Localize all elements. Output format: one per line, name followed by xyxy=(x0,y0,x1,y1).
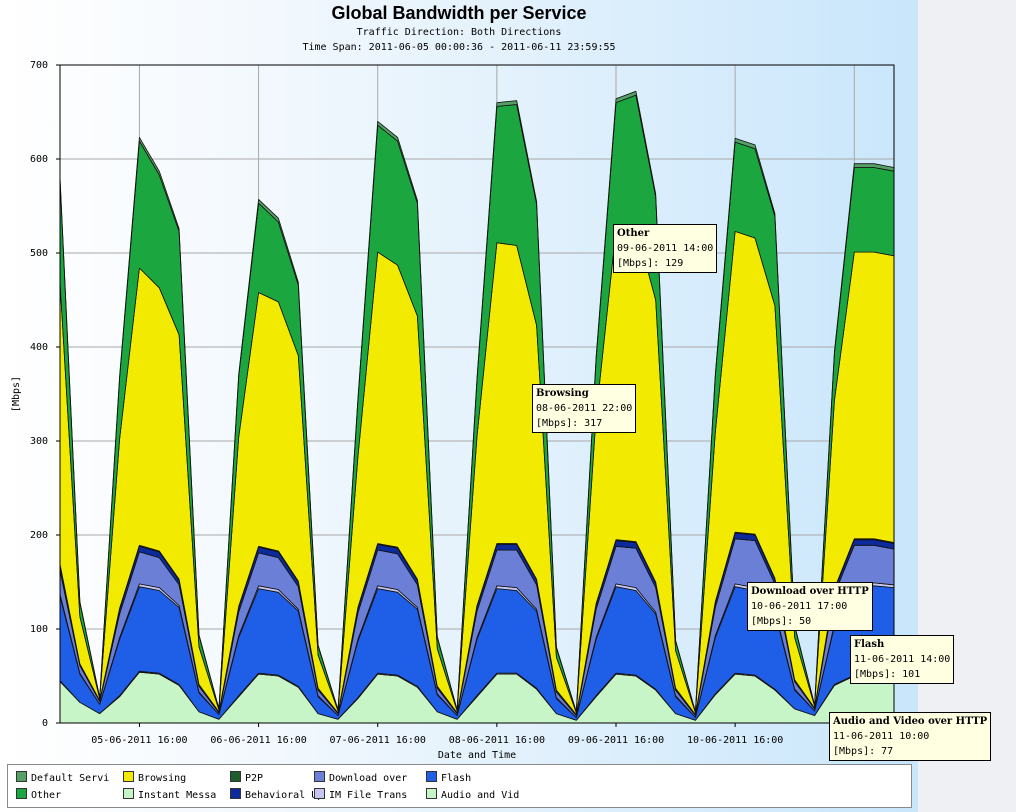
legend-label: Download over xyxy=(329,773,408,784)
tooltip-title: Flash xyxy=(854,639,885,650)
x-axis: 05-06-2011 16:00 06-06-2011 16:00 07-06-20… xyxy=(91,723,863,746)
tooltip-value: [Mbps]: 77 xyxy=(833,746,894,757)
legend-label: Browsing xyxy=(138,773,187,784)
legend-label: Other xyxy=(31,790,62,801)
tooltip-audio-video-http: Audio and Video over HTTP 11-06-2011 10:… xyxy=(829,712,992,761)
legend-item: Behavioral Up xyxy=(230,788,323,803)
legend-label: P2P xyxy=(245,773,264,784)
chart-subtitle: Traffic Direction: Both Directions xyxy=(356,27,562,38)
chart-time-span: Time Span: 2011-06-05 00:00:36 - 2011-06… xyxy=(302,42,616,53)
tooltip-download-http: Download over HTTP 10-06-2011 17:00 [Mbp… xyxy=(747,582,873,631)
legend-swatch xyxy=(16,788,27,799)
y-tick-label: 200 xyxy=(30,530,48,541)
x-tick-label: 07-06-2011 16:00 xyxy=(330,735,426,746)
legend-item: Instant Messa xyxy=(123,788,216,803)
x-tick-label: 06-06-2011 16:00 xyxy=(210,735,306,746)
tooltip-other: Other 09-06-2011 14:00 [Mbps]: 129 xyxy=(613,224,718,273)
tooltip-date: 08-06-2011 22:00 xyxy=(536,403,633,414)
x-tick-label: 05-06-2011 16:00 xyxy=(91,735,187,746)
legend-swatch xyxy=(314,788,325,799)
legend-label: Flash xyxy=(441,773,472,784)
legend-swatch xyxy=(230,771,241,782)
x-axis-title: Date and Time xyxy=(438,750,516,761)
tooltip-title: Audio and Video over HTTP xyxy=(833,716,988,727)
legend-item: P2P xyxy=(230,771,263,786)
tooltip-date: 09-06-2011 14:00 xyxy=(617,243,714,254)
legend-item: Flash xyxy=(426,771,471,786)
tooltip-value: [Mbps]: 317 xyxy=(536,418,603,429)
legend-item: Browsing xyxy=(123,771,186,786)
y-tick-label: 400 xyxy=(30,342,48,353)
tooltip-value: [Mbps]: 101 xyxy=(854,669,921,680)
tooltip-date: 10-06-2011 17:00 xyxy=(751,601,848,612)
x-tick-label: 08-06-2011 16:00 xyxy=(449,735,545,746)
plot-frame xyxy=(59,64,895,724)
chart-title: Global Bandwidth per Service xyxy=(331,3,587,23)
y-tick-label: 300 xyxy=(30,436,48,447)
legend-swatch xyxy=(16,771,27,782)
legend-label: Behavioral Up xyxy=(245,790,324,801)
tooltip-value: [Mbps]: 50 xyxy=(751,616,812,627)
y-tick-label: 600 xyxy=(30,154,48,165)
legend: Default Servi Browsing P2P Download over Fla… xyxy=(7,764,912,808)
legend-item: Other xyxy=(16,788,61,803)
legend-label: IM File Trans xyxy=(329,790,408,801)
legend-swatch xyxy=(314,771,325,782)
legend-item: Download over xyxy=(314,771,407,786)
y-axis-title: [Mbps] xyxy=(11,376,22,412)
y-tick-label: 700 xyxy=(30,60,48,71)
legend-item: Default Servi xyxy=(16,771,109,786)
legend-swatch xyxy=(426,771,437,782)
tooltip-title: Other xyxy=(617,228,650,239)
legend-item: IM File Trans xyxy=(314,788,407,803)
y-tick-label: 500 xyxy=(30,248,48,259)
x-tick-label: 10-06-2011 16:00 xyxy=(687,735,783,746)
tooltip-flash: Flash 11-06-2011 14:00 [Mbps]: 101 xyxy=(850,635,955,684)
legend-swatch xyxy=(123,788,134,799)
stacked-areas xyxy=(59,90,895,724)
side-margin xyxy=(918,0,1016,812)
tooltip-date: 11-06-2011 10:00 xyxy=(833,731,930,742)
x-tick-label: 09-06-2011 16:00 xyxy=(568,735,664,746)
y-tick-label: 0 xyxy=(42,718,48,729)
y-axis: 0 100 200 300 400 500 600 700 xyxy=(30,60,60,729)
legend-swatch xyxy=(123,771,134,782)
tooltip-value: [Mbps]: 129 xyxy=(617,258,684,269)
legend-label: Instant Messa xyxy=(138,790,217,801)
tooltip-date: 11-06-2011 14:00 xyxy=(854,654,951,665)
y-tick-label: 100 xyxy=(30,624,48,635)
legend-label: Audio and Vid xyxy=(441,790,520,801)
legend-swatch xyxy=(426,788,437,799)
tooltip-title: Browsing xyxy=(536,388,589,399)
tooltip-browsing: Browsing 08-06-2011 22:00 [Mbps]: 317 xyxy=(532,384,637,433)
legend-swatch xyxy=(230,788,241,799)
legend-label: Default Servi xyxy=(31,773,110,784)
tooltip-title: Download over HTTP xyxy=(751,586,869,597)
legend-item: Audio and Vid xyxy=(426,788,519,803)
